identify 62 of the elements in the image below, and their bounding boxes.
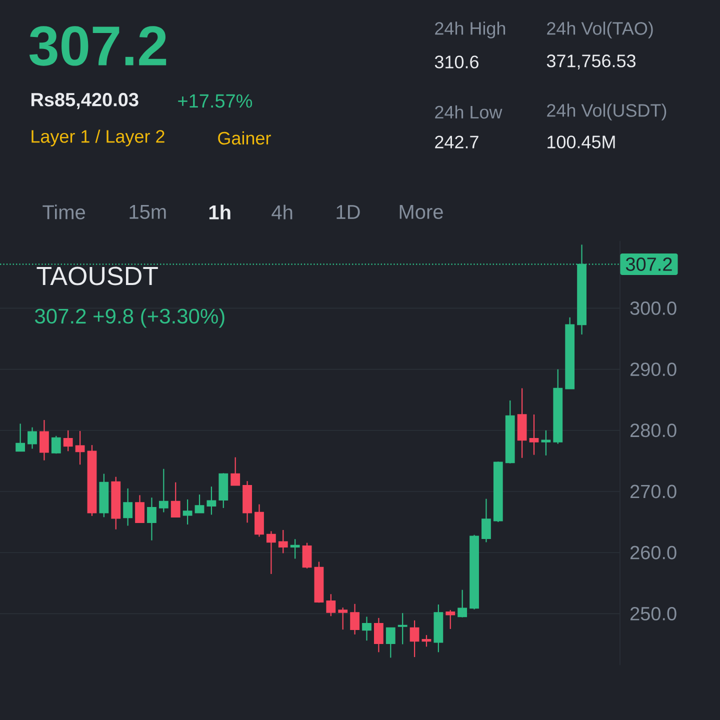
text: 4h <box>272 204 292 220</box>
candlestick <box>374 617 384 653</box>
text: 371,756.53 <box>546 54 636 70</box>
candlestick <box>230 456 240 486</box>
candlestick <box>482 498 491 543</box>
y-tick-label: 290.0 <box>630 362 676 376</box>
y-tick-label: 250.0 <box>630 606 676 620</box>
candlestick <box>398 612 408 645</box>
y-tick-label: 300.0 <box>630 301 676 315</box>
text: 24h Vol(TAO) <box>547 22 653 38</box>
y-tick-label: 270.0 <box>630 484 676 498</box>
text: 1D <box>336 205 360 219</box>
candlestick <box>362 616 372 642</box>
candlestick <box>266 530 276 575</box>
candlestick <box>123 488 133 526</box>
candlestick <box>541 430 551 456</box>
text: Rs85,420.03 <box>31 92 138 110</box>
y-tick-label: 280.0 <box>630 424 676 438</box>
candlestick <box>170 482 180 518</box>
text: Time <box>42 204 86 220</box>
candlestick <box>422 634 432 648</box>
candlestick <box>40 419 49 461</box>
text: +17.57% <box>178 94 252 108</box>
candlestick <box>446 609 456 630</box>
y-tick-label: 260.0 <box>630 546 676 560</box>
candlestick <box>206 486 216 516</box>
text: TAOUSDT <box>36 266 158 286</box>
text: 24h Low <box>435 105 502 119</box>
candlestick <box>63 430 73 452</box>
candlestick <box>75 430 85 466</box>
candlestick <box>458 589 468 618</box>
text: 100.45M <box>548 136 615 148</box>
candlestick <box>386 627 396 658</box>
candlestick <box>350 603 360 636</box>
text: 310.6 <box>434 56 478 68</box>
text: Layer 1 / Layer 2 <box>32 130 164 146</box>
candlestick <box>290 538 300 560</box>
candlestick <box>158 468 168 513</box>
candlestick <box>147 497 156 541</box>
candlestick <box>302 542 312 570</box>
candlestick <box>51 435 61 454</box>
text: 242.7 <box>435 136 478 148</box>
candlestick <box>254 504 264 538</box>
text: 307.2 +9.8 (+3.30%) <box>35 308 224 328</box>
text: 24h High <box>435 22 506 38</box>
candlestick <box>278 529 288 554</box>
candlestick <box>182 498 192 526</box>
candlestick <box>410 620 420 658</box>
candlestick <box>135 494 144 524</box>
candlestick <box>194 494 204 514</box>
candlestick <box>529 414 539 456</box>
text: 24h Vol(USDT) <box>547 104 666 120</box>
candlestick <box>28 426 37 450</box>
text: 307.2 <box>29 26 166 66</box>
candlestick <box>16 423 26 452</box>
text: More <box>400 205 443 219</box>
ref-line-label: 307.2 <box>626 257 672 271</box>
text: 15m <box>130 205 166 219</box>
text: 1h <box>209 204 230 220</box>
candlestick <box>338 607 348 630</box>
candlestick <box>326 594 336 617</box>
text: Gainer <box>218 131 271 145</box>
